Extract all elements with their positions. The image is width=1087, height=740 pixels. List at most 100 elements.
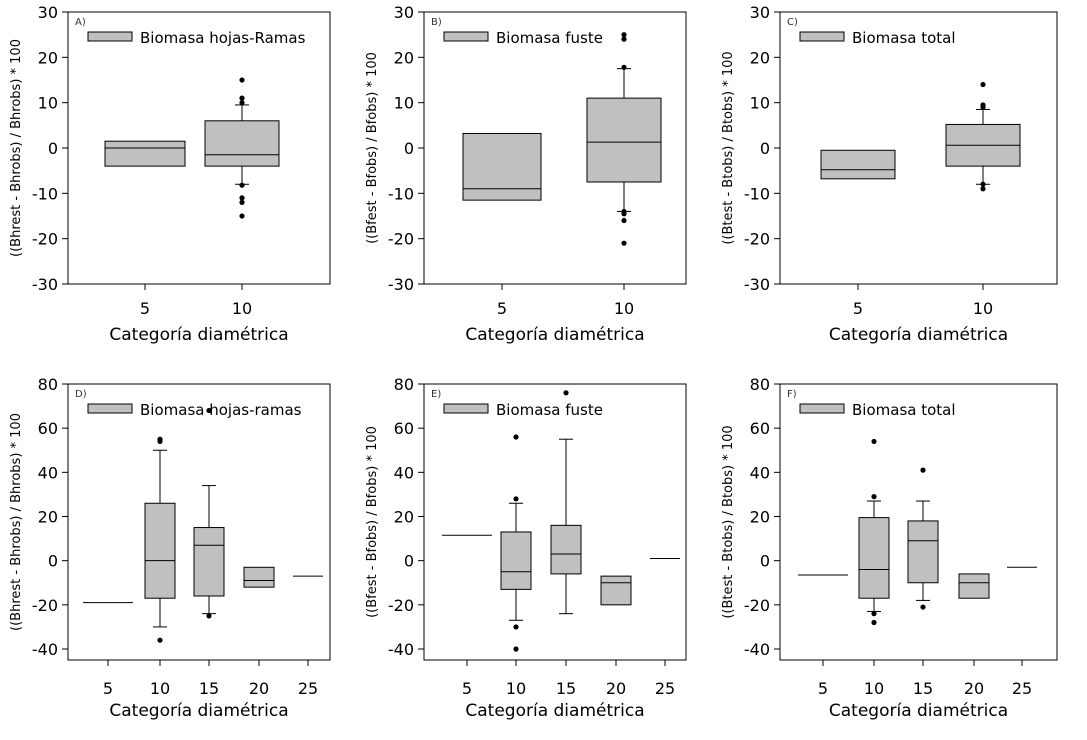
y-tick-label: -20 <box>744 230 770 249</box>
box-10 <box>945 81 1021 192</box>
chart-panel-e: 80 60 40 20 0 -20 -40 5 10 15 20 25 Categoría diamét… <box>365 375 687 721</box>
y-tick-label: 60 <box>38 419 58 438</box>
outlier-point <box>239 77 245 83</box>
box-10 <box>586 32 662 246</box>
outlier-point <box>206 407 212 414</box>
y-tick-label: 60 <box>394 419 414 438</box>
y-tick-label: -40 <box>32 640 58 659</box>
x-tick-label: 5 <box>103 679 113 698</box>
y-tick-label: 40 <box>394 463 414 482</box>
outlier-point <box>871 619 877 626</box>
legend-label: Biomasa total <box>852 29 956 47</box>
y-tick-label: 20 <box>38 508 58 527</box>
legend-swatch <box>799 403 845 414</box>
x-tick-label: 20 <box>606 679 626 698</box>
x-tick-label: 5 <box>497 299 507 318</box>
y-axis-label: ((Bfest - Bfobs) / Bfobs) * 100 <box>365 426 380 618</box>
x-axis-label: Categoría diamétrica <box>465 325 644 345</box>
y-tick-label: -10 <box>32 184 58 203</box>
outlier-point <box>239 95 245 101</box>
y-axis-label: ((Bfest - Bfobs) / Bfobs) * 100 <box>365 52 380 244</box>
box-20 <box>958 573 990 599</box>
y-tick-label: 40 <box>750 463 770 482</box>
y-tick-label: -40 <box>388 640 414 659</box>
y-tick-label: -10 <box>388 184 414 203</box>
y-tick-label: 0 <box>760 139 770 158</box>
y-tick-label: 80 <box>38 375 58 394</box>
outlier-point <box>621 240 627 246</box>
box-iqr <box>586 97 662 183</box>
x-tick-label: 5 <box>853 299 863 318</box>
outlier-point <box>239 182 245 188</box>
x-tick-label: 5 <box>818 679 828 698</box>
box-20 <box>600 575 632 606</box>
y-tick-label: 20 <box>394 508 414 527</box>
legend-label: Biomasa total <box>852 401 956 419</box>
y-axis-label: ((Btest - Btobs) / Btobs) * 100 <box>721 51 736 244</box>
box-10 <box>500 434 532 652</box>
y-tick-label: -20 <box>388 596 414 615</box>
outlier-point <box>920 467 926 473</box>
outlier-point <box>980 81 986 88</box>
chart-panel-b: 30 20 10 0 -10 -20 -30 5 10 Categoría diamétrica (… <box>365 3 687 345</box>
box-15 <box>550 390 582 615</box>
panel-label: C) <box>787 17 798 28</box>
panel-label: B) <box>431 17 442 28</box>
box-iqr <box>958 573 990 599</box>
box-iqr <box>600 575 632 606</box>
box-5 <box>462 132 542 201</box>
chart-panel-a: 30 20 10 0 -10 -20 -30 5 10 Categoría diamétrica (… <box>9 3 331 345</box>
outlier-point <box>621 217 627 224</box>
y-tick-label: 20 <box>38 48 58 67</box>
panel-label: E) <box>431 389 441 400</box>
chart-panel-c: 30 20 10 0 -10 -20 -30 5 10 Categoría diamétrica (… <box>721 3 1058 345</box>
outlier-point <box>871 494 877 500</box>
x-tick-label: 15 <box>913 679 933 698</box>
outlier-point <box>980 186 986 192</box>
y-tick-label: 80 <box>394 375 414 394</box>
x-axis-label: Categoría diamétrica <box>465 701 644 721</box>
box-iqr <box>820 149 896 180</box>
legend-swatch <box>443 403 489 414</box>
x-axis-label: Categoría diamétrica <box>109 325 288 345</box>
y-tick-label: -20 <box>32 596 58 615</box>
x-tick-label: 5 <box>462 679 472 698</box>
x-tick-label: 25 <box>298 679 318 698</box>
outlier-point <box>239 199 245 205</box>
y-tick-label: 20 <box>750 48 770 67</box>
outlier-point <box>513 434 519 440</box>
y-tick-label: 20 <box>750 508 770 527</box>
outlier-point <box>980 104 986 110</box>
x-axis-label: Categoría diamétrica <box>109 701 288 721</box>
y-tick-label: 40 <box>38 463 58 482</box>
y-tick-label: -20 <box>32 230 58 249</box>
y-tick-label: 30 <box>750 3 770 22</box>
y-tick-label: -30 <box>388 275 414 294</box>
outlier-point <box>239 213 245 219</box>
x-axis-label: Categoría diamétrica <box>829 701 1008 721</box>
x-tick-label: 20 <box>964 679 984 698</box>
outlier-point <box>871 611 877 617</box>
y-tick-label: 80 <box>750 375 770 394</box>
legend-label: Biomasa fuste <box>496 29 603 47</box>
box-15 <box>193 407 225 619</box>
box-iqr <box>500 531 532 590</box>
outlier-point <box>239 100 245 106</box>
box-20 <box>243 566 275 588</box>
box-5 <box>104 140 186 167</box>
box-10 <box>204 77 280 219</box>
y-tick-label: 0 <box>48 139 58 158</box>
x-tick-label: 25 <box>1012 679 1032 698</box>
box-5 <box>820 149 896 180</box>
outlier-point <box>513 624 519 630</box>
outlier-point <box>920 604 926 610</box>
x-axis-label: Categoría diamétrica <box>829 325 1008 345</box>
outlier-point <box>157 438 163 445</box>
box-iqr <box>144 502 176 599</box>
y-tick-label: 60 <box>750 419 770 438</box>
box-10 <box>858 438 890 626</box>
outlier-point <box>621 32 627 38</box>
x-tick-label: 20 <box>249 679 269 698</box>
